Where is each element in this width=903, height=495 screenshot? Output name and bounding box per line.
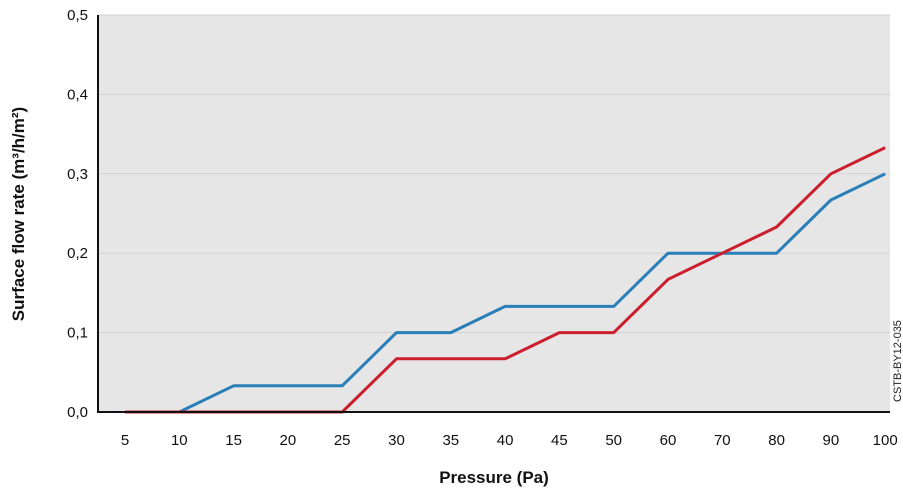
y-axis-title: Surface flow rate (m³/h/m²)	[9, 107, 28, 321]
series-line-1	[125, 172, 886, 414]
x-tick-label: 5	[121, 432, 129, 449]
x-tick-label: 60	[660, 432, 677, 449]
x-axis-title: Pressure (Pa)	[439, 468, 549, 487]
x-tick-label: 90	[823, 432, 840, 449]
y-tick-label: 0,4	[67, 86, 88, 103]
x-tick-label: 20	[280, 432, 297, 449]
watermark-code: CSTB-BY12-035	[892, 320, 903, 402]
x-tick-label: 10	[171, 432, 188, 449]
x-tick-label: 15	[225, 432, 242, 449]
x-tick-label: 35	[442, 432, 459, 449]
x-tick-label: 25	[334, 432, 351, 449]
plot-area	[98, 15, 890, 412]
x-tick-labels: 5 10 15 20 25 30 35 40 45 50 60 70 80 90 100	[121, 432, 898, 449]
x-tick-label: 50	[605, 432, 622, 449]
x-tick-label: 45	[551, 432, 568, 449]
x-tick-label: 100	[873, 432, 898, 449]
y-tick-label: 0,3	[67, 166, 88, 183]
x-tick-label: 70	[714, 432, 731, 449]
y-tick-label: 0,2	[67, 245, 88, 262]
x-tick-label: 40	[497, 432, 514, 449]
y-tick-label: 0,0	[67, 404, 88, 421]
x-tick-label: 80	[768, 432, 785, 449]
y-tick-label: 0,1	[67, 325, 88, 342]
y-tick-labels: 0,0 0,1 0,2 0,3 0,4 0,5	[67, 7, 88, 421]
x-tick-label: 30	[388, 432, 405, 449]
y-tick-label: 0,5	[67, 7, 88, 24]
